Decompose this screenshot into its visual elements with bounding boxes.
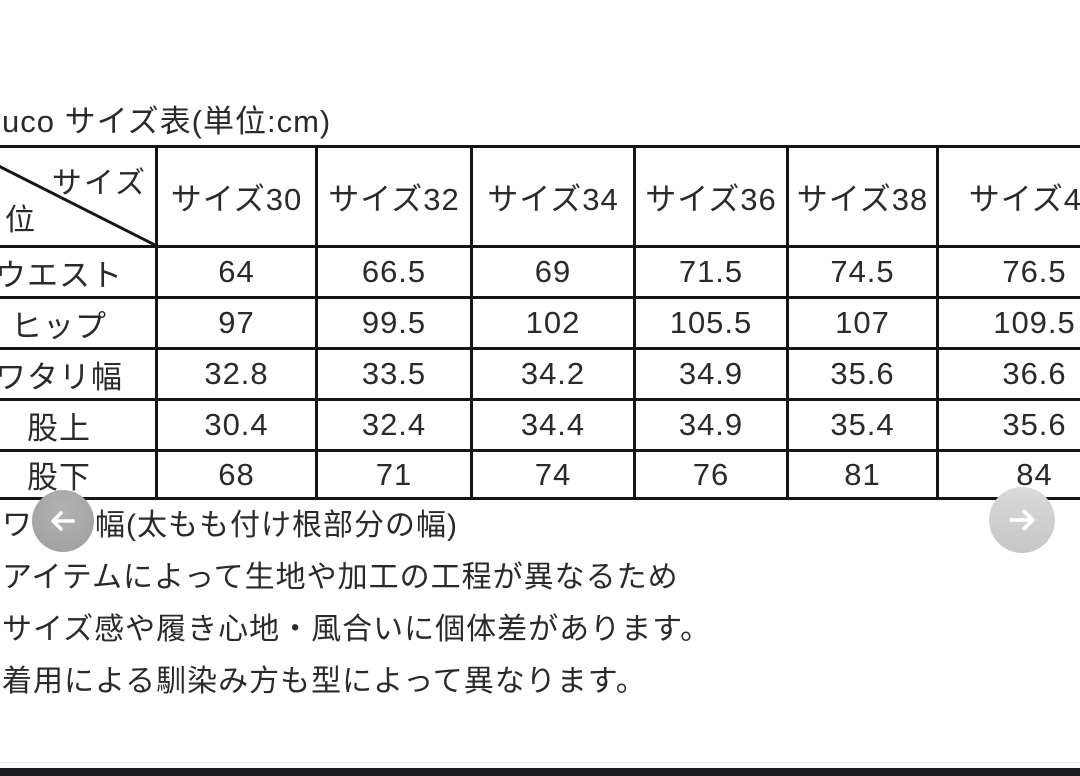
size-cell: 34.4 [470,398,636,452]
size-cell: 102 [470,296,636,350]
row-label: 股下 [0,449,158,500]
note-line: ワタリ幅(太もも付け根部分の幅) [2,509,458,542]
size-cell: 34.9 [633,398,789,452]
size-cell: 76 [633,449,789,500]
size-chart-title: uco サイズ表(単位:cm) [2,104,332,139]
corner-label-part: 位 [5,204,36,237]
size-cell: 36.6 [936,347,1080,401]
size-cell: 35.6 [936,398,1080,452]
corner-cell: サイズ 位 [0,145,158,248]
header-row: サイズ 位 サイズ30 サイズ32 サイズ34 サイズ36 サイズ38 サイズ4… [0,145,1080,248]
size-cell: 32.8 [155,347,318,401]
table-row: ワタリ幅 32.8 33.5 34.2 34.9 35.6 36.6 [0,347,1080,401]
size-table-body: ウエスト 64 66.5 69 71.5 74.5 76.5 ヒップ 97 99.5 102 105.… [0,245,1080,500]
size-cell: 105.5 [633,296,789,350]
size-cell: 68 [155,449,318,500]
table-row: ウエスト 64 66.5 69 71.5 74.5 76.5 [0,245,1080,299]
note-line: 着用による馴染み方も型によって異なります。 [2,665,647,698]
column-header: サイズ40 [936,145,1080,248]
size-cell: 35.4 [786,398,939,452]
size-cell: 35.6 [786,347,939,401]
note-line: アイテムによって生地や加工の工程が異なるため [2,561,679,594]
size-cell: 64 [155,245,318,299]
size-cell: 97 [155,296,318,350]
prev-image-button[interactable] [32,490,94,552]
size-cell: 33.5 [315,347,473,401]
bottom-divider-line [0,762,1080,763]
notes-block: ワタリ幅(太もも付け根部分の幅) アイテムによって生地や加工の工程が異なるため サイ… [2,500,711,708]
size-cell: 30.4 [155,398,318,452]
table-row: 股上 30.4 32.4 34.4 34.9 35.4 35.6 [0,398,1080,452]
next-image-button[interactable] [989,487,1055,553]
diagonal-divider [0,165,154,244]
size-cell: 99.5 [315,296,473,350]
size-cell: 69 [470,245,636,299]
size-cell: 76.5 [936,245,1080,299]
size-table: サイズ 位 サイズ30 サイズ32 サイズ34 サイズ36 サイズ38 サイズ4… [0,145,1080,500]
size-cell: 71.5 [633,245,789,299]
column-header: サイズ36 [633,145,789,248]
row-label: ウエスト [0,245,158,299]
column-header: サイズ34 [470,145,636,248]
bottom-bar [0,768,1080,776]
arrow-right-icon [1009,509,1035,531]
size-cell: 34.9 [633,347,789,401]
corner-label-size: サイズ [51,167,147,200]
size-cell: 74 [470,449,636,500]
arrow-left-icon [51,511,75,531]
size-table-wrap: サイズ 位 サイズ30 サイズ32 サイズ34 サイズ36 サイズ38 サイズ4… [0,145,1080,500]
size-cell: 81 [786,449,939,500]
size-cell: 66.5 [315,245,473,299]
size-cell: 74.5 [786,245,939,299]
column-header: サイズ30 [155,145,318,248]
table-row: ヒップ 97 99.5 102 105.5 107 109.5 [0,296,1080,350]
row-label: ヒップ [0,296,158,350]
size-cell: 34.2 [470,347,636,401]
column-header: サイズ32 [315,145,473,248]
size-cell: 107 [786,296,939,350]
row-label: ワタリ幅 [0,347,158,401]
column-header: サイズ38 [786,145,939,248]
note-line: サイズ感や履き心地・風合いに個体差があります。 [2,613,712,646]
row-label: 股上 [0,398,158,452]
table-row: 股下 68 71 74 76 81 84 [0,449,1080,500]
size-cell: 71 [315,449,473,500]
size-cell: 109.5 [936,296,1080,350]
size-cell: 32.4 [315,398,473,452]
